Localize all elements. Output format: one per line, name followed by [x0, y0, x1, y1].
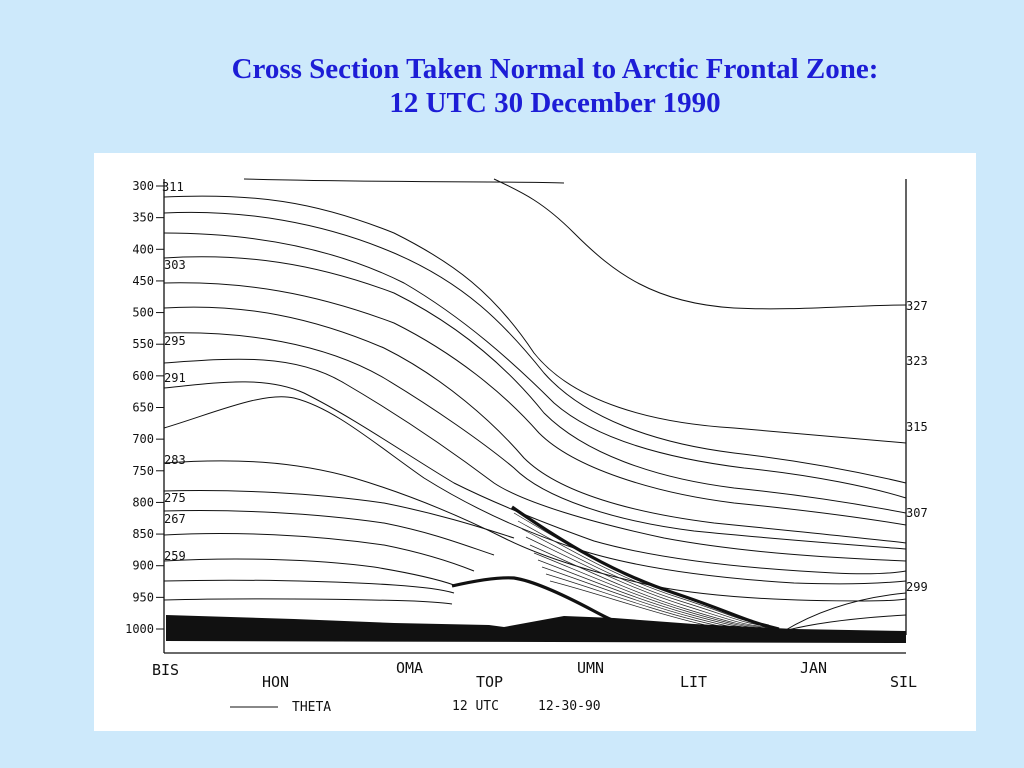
station-top: TOP — [476, 673, 503, 691]
isentrope-line — [163, 358, 907, 562]
right-isotherm-labels: 327 323 315 307 299 — [906, 299, 928, 594]
isotherm-label-275: 275 — [164, 491, 186, 505]
isotherm-label-259: 259 — [164, 549, 186, 563]
station-jan: JAN — [800, 659, 827, 677]
isotherm-label-311: 311 — [162, 180, 184, 194]
slide-title: Cross Section Taken Normal to Arctic Fro… — [0, 52, 1024, 120]
pressure-tick-label: 800 — [132, 495, 154, 509]
isotherm-label-267: 267 — [164, 512, 186, 526]
pressure-tick-label: 1000 — [125, 622, 154, 636]
left-isotherm-labels: 311 303 295 291 283 275 267 259 — [162, 180, 186, 563]
legend-theta: THETA — [292, 700, 331, 715]
station-labels: BIS HON OMA TOP UMN LIT JAN SIL — [152, 659, 917, 691]
isentrope-line — [493, 178, 907, 310]
isentrope-line — [163, 211, 907, 484]
slide-title-line-2: 12 UTC 30 December 1990 — [389, 87, 721, 119]
slide-title-line-1: Cross Section Taken Normal to Arctic Fro… — [231, 53, 879, 85]
station-hon: HON — [262, 673, 289, 691]
pressure-axis: 300 350 400 450 500 550 600 650 700 750 800 850 900 9… — [125, 179, 164, 636]
station-oma: OMA — [396, 659, 423, 677]
isentrope-lines — [163, 178, 907, 632]
isentrope-line — [163, 598, 453, 605]
isentrope-line — [783, 614, 907, 632]
terrain — [166, 615, 906, 643]
station-sil: SIL — [890, 673, 917, 691]
isentrope-line — [243, 178, 565, 184]
isotherm-label-299: 299 — [906, 580, 928, 594]
upper-frontal-boundary — [511, 505, 780, 631]
pressure-tick-label: 550 — [132, 337, 154, 351]
cross-section-diagram: 300 350 400 450 500 550 600 650 700 750 800 850 900 9… — [125, 178, 928, 715]
isentrope-line — [163, 256, 907, 514]
pressure-tick-label: 400 — [132, 242, 154, 256]
cross-section-figure: 300 350 400 450 500 550 600 650 700 750 800 850 900 9… — [94, 153, 976, 731]
isentrope-line — [163, 195, 907, 444]
pressure-tick-label: 950 — [132, 590, 154, 604]
lower-frontal-boundary — [451, 576, 625, 623]
isotherm-label-291: 291 — [164, 371, 186, 385]
isentrope-line — [163, 381, 907, 575]
pressure-tick-label: 600 — [132, 369, 154, 383]
pressure-tick-label: 700 — [132, 432, 154, 446]
isotherm-label-303: 303 — [164, 258, 186, 272]
pressure-tick-label: 650 — [132, 401, 154, 415]
pressure-tick-label: 850 — [132, 527, 154, 541]
isentrope-line — [163, 332, 907, 550]
isentrope-line — [163, 232, 907, 499]
isentrope-line — [163, 396, 907, 585]
isentrope-line — [163, 579, 455, 594]
pressure-tick-label: 900 — [132, 559, 154, 573]
isentrope-line — [163, 282, 907, 526]
isotherm-label-307: 307 — [906, 506, 928, 520]
station-bis: BIS — [152, 661, 179, 679]
legend-date: 12-30-90 — [538, 699, 601, 714]
isotherm-label-295: 295 — [164, 334, 186, 348]
isentrope-line — [163, 510, 495, 556]
pressure-tick-label: 750 — [132, 464, 154, 478]
isotherm-label-323: 323 — [906, 354, 928, 368]
isentrope-line — [163, 490, 515, 539]
isentrope-line — [163, 306, 907, 544]
isentrope-line — [163, 532, 475, 572]
isotherm-label-327: 327 — [906, 299, 928, 313]
pressure-tick-label: 500 — [132, 306, 154, 320]
pressure-tick-label: 450 — [132, 274, 154, 288]
isentrope-line — [163, 460, 907, 602]
legend-time: 12 UTC — [452, 699, 499, 714]
isotherm-label-283: 283 — [164, 453, 186, 467]
station-lit: LIT — [680, 673, 707, 691]
isentrope-line — [783, 592, 907, 632]
pressure-tick-label: 350 — [132, 211, 154, 225]
pressure-tick-label: 300 — [132, 179, 154, 193]
isentrope-line — [163, 558, 455, 586]
isotherm-label-315: 315 — [906, 420, 928, 434]
station-umn: UMN — [577, 659, 604, 677]
